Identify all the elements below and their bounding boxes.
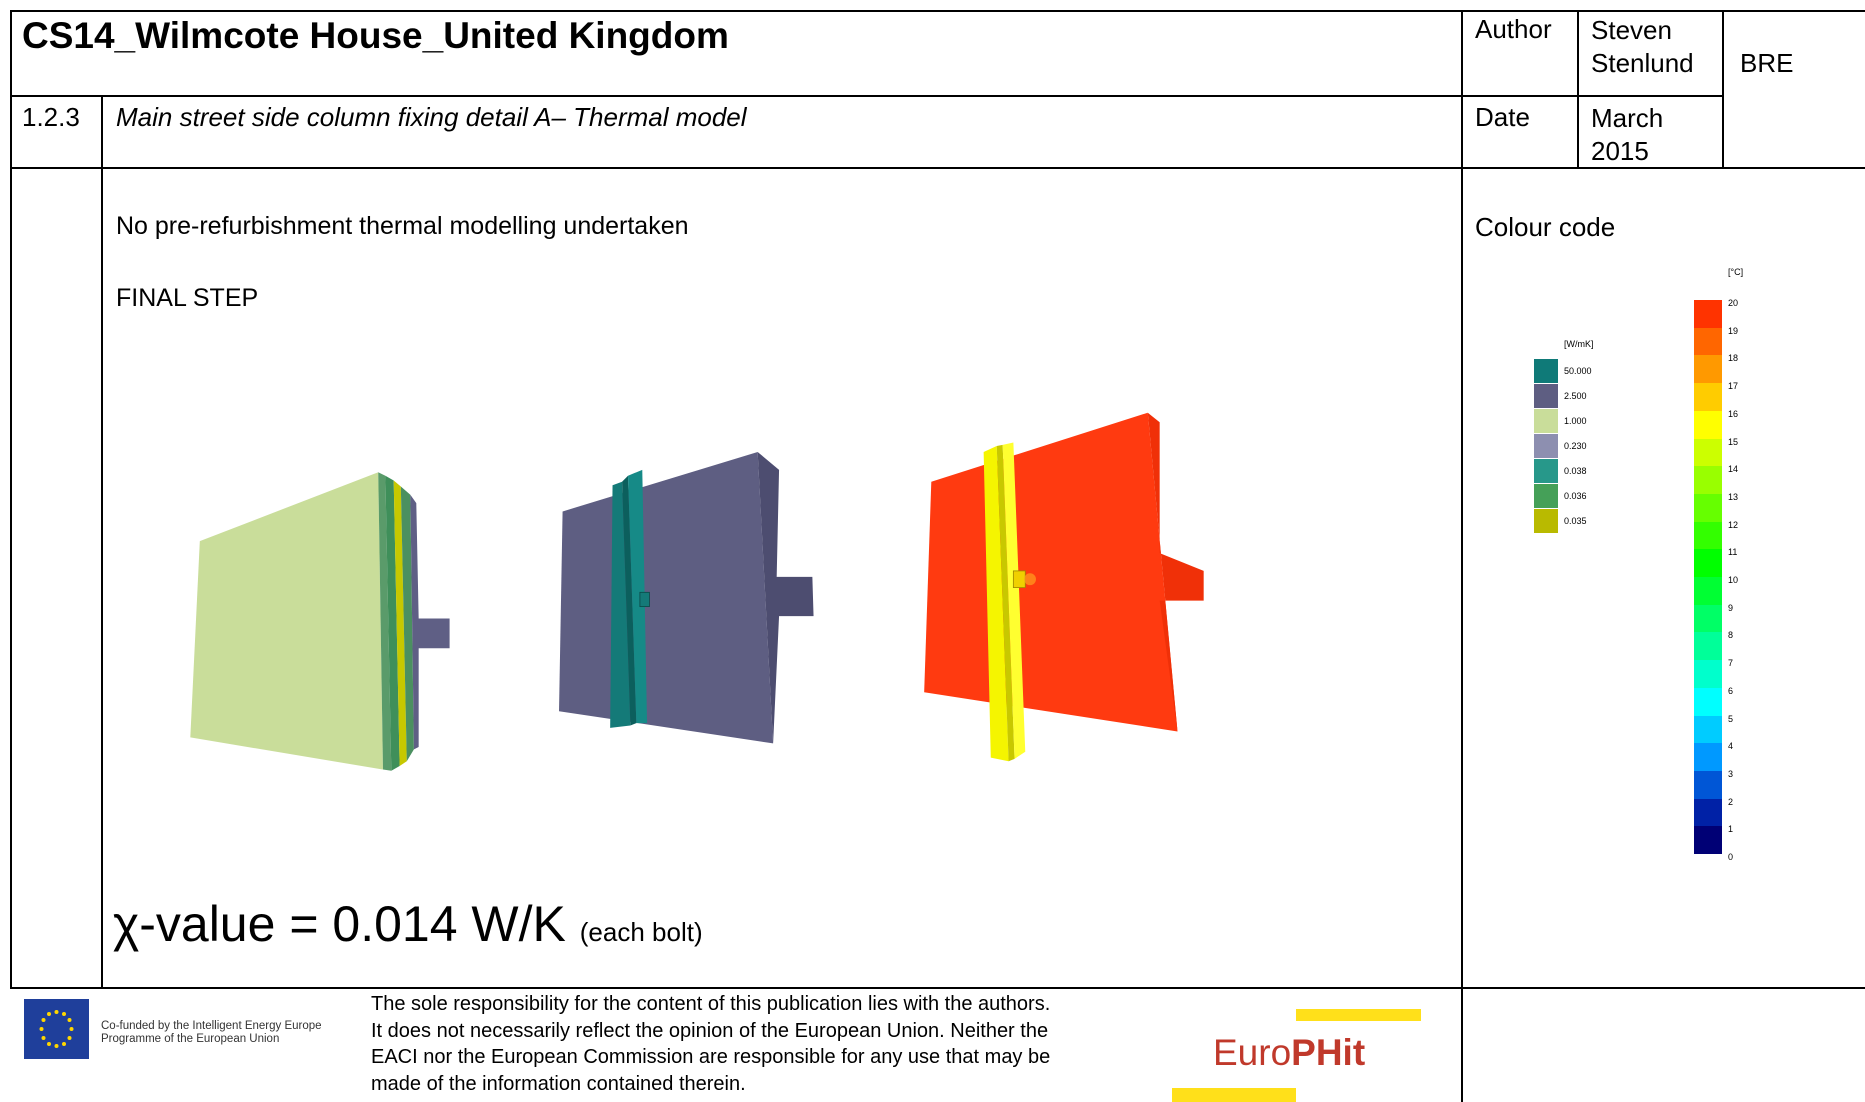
- rule: [1577, 10, 1579, 167]
- temperature-label: 8: [1728, 630, 1733, 640]
- temperature-label: 15: [1728, 437, 1738, 447]
- temperature-band: [1694, 577, 1722, 605]
- temperature-band: [1694, 605, 1722, 633]
- chi-value-text: χ-value = 0.014 W/K: [113, 896, 566, 952]
- note: No pre-refurbishment thermal modelling u…: [116, 212, 689, 241]
- subtitle: Main street side column fixing detail A–…: [116, 102, 747, 133]
- eu-text-line: Co-funded by the Intelligent Energy Euro…: [101, 1020, 322, 1032]
- temperature-label: 4: [1728, 741, 1733, 751]
- temperature-band: [1694, 300, 1722, 328]
- author: Steven Stenlund: [1591, 14, 1701, 80]
- section-number: 1.2.3: [22, 102, 80, 133]
- organisation: BRE: [1740, 48, 1793, 79]
- disclaimer-line: EACI nor the European Commission are res…: [371, 1046, 1050, 1069]
- chi-value: χ-value = 0.014 W/K (each bolt): [113, 895, 703, 953]
- rule: [10, 10, 1865, 12]
- temperature-band: [1694, 799, 1722, 827]
- eu-text-line: Programme of the European Union: [101, 1033, 279, 1045]
- disclaimer-line: The sole responsibility for the content …: [371, 993, 1050, 1016]
- temperature-band: [1694, 466, 1722, 494]
- date-label: Date: [1475, 102, 1530, 133]
- temperature-label: 3: [1728, 769, 1733, 779]
- temperature-band: [1694, 743, 1722, 771]
- temperature-label: 11: [1728, 547, 1737, 557]
- conductivity-swatch: [1534, 434, 1558, 458]
- temperature-band: [1694, 771, 1722, 799]
- colour-code-title: Colour code: [1475, 212, 1615, 243]
- temperature-band: [1694, 522, 1722, 550]
- temperature-label: 16: [1728, 409, 1738, 419]
- temperature-label: 13: [1728, 492, 1738, 502]
- thermal-models: [190, 413, 1203, 771]
- temperature-label: 2: [1728, 797, 1733, 807]
- conductivity-unit: [W/mK]: [1564, 339, 1594, 349]
- logo-bar: [1172, 1088, 1296, 1102]
- temperature-label: 5: [1728, 714, 1733, 724]
- conductivity-label: 1.000: [1564, 416, 1587, 426]
- rule: [10, 167, 1865, 169]
- rule: [101, 95, 103, 987]
- step: FINAL STEP: [116, 284, 258, 313]
- logo-suffix: PHit: [1291, 1032, 1365, 1073]
- rule: [10, 95, 1722, 97]
- temperature-label: 12: [1728, 520, 1738, 530]
- temperature-label: 10: [1728, 575, 1738, 585]
- conductivity-swatch: [1534, 384, 1558, 408]
- temperature-label: 18: [1728, 353, 1738, 363]
- temperature-band: [1694, 660, 1722, 688]
- conductivity-swatch: [1534, 409, 1558, 433]
- conductivity-label: 0.035: [1564, 516, 1587, 526]
- temperature-label: 17: [1728, 381, 1738, 391]
- temperature-band: [1694, 355, 1722, 383]
- eu-flag: [24, 999, 89, 1059]
- chi-note: (each bolt): [580, 917, 703, 947]
- rule: [1461, 10, 1463, 1102]
- logo-prefix: Euro: [1213, 1032, 1291, 1073]
- conductivity-swatch: [1534, 509, 1558, 533]
- disclaimer-line: made of the information contained therei…: [371, 1073, 746, 1096]
- rule: [1722, 10, 1724, 167]
- temperature-band: [1694, 411, 1722, 439]
- temperature-label: 1: [1728, 824, 1733, 834]
- temperature-band: [1694, 688, 1722, 716]
- conductivity-label: 0.230: [1564, 441, 1587, 451]
- conductivity-label: 0.038: [1564, 466, 1587, 476]
- author-label: Author: [1475, 14, 1552, 45]
- temperature-band: [1694, 328, 1722, 356]
- temperature-band: [1694, 439, 1722, 467]
- conductivity-label: 2.500: [1564, 391, 1587, 401]
- temperature-band: [1694, 549, 1722, 577]
- temperature-unit: [°C]: [1728, 267, 1743, 277]
- model-temperature: [924, 413, 1204, 761]
- temperature-band: [1694, 383, 1722, 411]
- title: CS14_Wilmcote House_United Kingdom: [22, 15, 729, 57]
- logo-bar: [1296, 1009, 1421, 1021]
- conductivity-swatch: [1534, 459, 1558, 483]
- temperature-label: 20: [1728, 298, 1738, 308]
- temperature-label: 0: [1728, 852, 1733, 862]
- temperature-band: [1694, 494, 1722, 522]
- conductivity-label: 0.036: [1564, 491, 1587, 501]
- rule: [10, 987, 1865, 989]
- model-materials: [190, 472, 449, 771]
- temperature-label: 9: [1728, 603, 1733, 613]
- date: March 2015: [1591, 102, 1691, 168]
- conductivity-swatch: [1534, 484, 1558, 508]
- temperature-label: 14: [1728, 464, 1738, 474]
- page: { "header": { "title": "CS14_Wilmcote Ho…: [0, 0, 1865, 1102]
- temperature-label: 6: [1728, 686, 1733, 696]
- rule: [10, 10, 12, 987]
- temperature-band: [1694, 716, 1722, 744]
- conductivity-swatch: [1534, 359, 1558, 383]
- disclaimer-line: It does not necessarily reflect the opin…: [371, 1020, 1048, 1043]
- temperature-band: [1694, 826, 1722, 854]
- temperature-band: [1694, 632, 1722, 660]
- logo: EuroPHit: [1213, 1032, 1365, 1074]
- model-conductivity: [559, 452, 814, 743]
- temperature-label: 7: [1728, 658, 1733, 668]
- temperature-label: 19: [1728, 326, 1738, 336]
- conductivity-label: 50.000: [1564, 366, 1592, 376]
